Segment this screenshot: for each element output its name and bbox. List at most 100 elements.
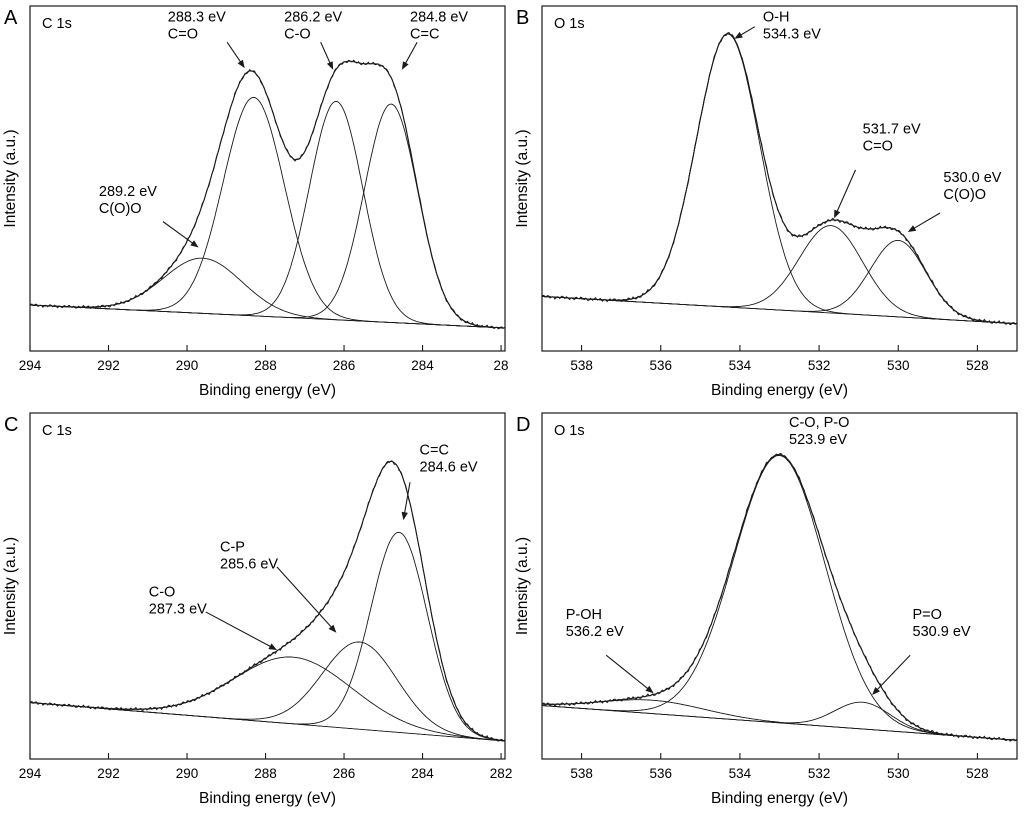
x-tick-label: 534 <box>729 358 752 373</box>
panel-letter: A <box>4 7 18 29</box>
component-curve-p-o <box>541 701 1018 741</box>
x-axis-label: Binding energy (eV) <box>199 382 336 399</box>
x-tick-label: 536 <box>649 766 672 781</box>
fit-envelope-curve <box>30 460 506 742</box>
peak-annotation: C-O 287.3 eV <box>149 584 207 617</box>
x-axis-label: Binding energy (eV) <box>711 382 848 399</box>
annotation-arrow-line <box>835 169 857 214</box>
x-tick-label: 286 <box>333 358 356 373</box>
component-curve-c-o-o <box>542 239 1018 325</box>
spectrum-type-label: O 1s <box>554 423 585 439</box>
x-tick-label: 28 <box>494 358 509 373</box>
spectrum-type-label: C 1s <box>42 16 72 32</box>
peak-annotation: 530.0 eV C(O)O <box>943 170 1001 203</box>
x-tick-label: 288 <box>254 766 277 781</box>
annotation-arrow-line <box>205 611 273 649</box>
x-tick-label: 288 <box>254 358 277 373</box>
component-curve-c-o-o <box>29 257 505 329</box>
x-tick-label: 292 <box>97 358 120 373</box>
spectrum-type-label: O 1s <box>554 16 585 32</box>
peak-annotation: O-H 534.3 eV <box>763 10 821 43</box>
annotation-arrow-head <box>328 624 337 633</box>
peak-annotation: 531.7 eV C=O <box>863 122 921 155</box>
x-tick-label: 536 <box>649 358 672 373</box>
peak-annotation: 284.8 eV C=C <box>410 10 468 43</box>
y-axis-label: Intensity (a.u.) <box>2 537 19 635</box>
x-tick-label: 284 <box>411 358 434 373</box>
annotation-arrow-line <box>403 482 411 516</box>
peak-annotation: P-OH 536.2 eV <box>566 607 624 640</box>
annotation-arrow-head <box>401 511 408 521</box>
annotation-arrow-head <box>326 61 334 70</box>
x-tick-label: 294 <box>19 358 42 373</box>
x-axis-label: Binding energy (eV) <box>199 790 336 807</box>
x-tick-label: 532 <box>808 766 831 781</box>
x-tick-label: 538 <box>570 358 593 373</box>
peak-annotation: C-P 285.6 eV <box>220 539 278 572</box>
peak-annotation: C=C 284.6 eV <box>420 443 478 476</box>
panel-letter: D <box>516 414 530 436</box>
panel-letter: B <box>516 7 529 29</box>
plot-frame <box>541 412 1018 760</box>
x-axis-label: Binding energy (eV) <box>711 790 848 807</box>
annotation-arrow-line <box>738 26 756 37</box>
annotation-arrow-line <box>605 654 651 691</box>
annotation-arrow-line <box>320 42 332 66</box>
panel-letter: C <box>4 414 18 436</box>
peak-annotation: 288.3 eV C=O <box>168 10 226 43</box>
xps-panel-c: 294 292 290 288 286 284 282 Binding energy (eV)… <box>2 412 512 807</box>
annotation-arrow-head <box>834 209 841 219</box>
annotation-arrow-line <box>875 654 911 692</box>
annotation-arrow-head <box>401 61 409 70</box>
annotation-arrow-line <box>911 212 941 230</box>
plot-frame <box>541 5 1018 352</box>
annotation-arrow-head <box>734 31 743 39</box>
annotation-arrow-head <box>907 225 917 232</box>
x-tick-label: 530 <box>887 358 910 373</box>
raw-spectrum-curve <box>29 460 506 742</box>
fit-envelope-curve <box>542 454 1018 741</box>
x-tick-label: 290 <box>176 358 199 373</box>
spectrum-type-label: C 1s <box>42 423 72 439</box>
annotation-arrow-line <box>276 566 334 630</box>
annotation-arrow-line <box>162 221 195 246</box>
annotation-arrow-head <box>190 240 199 248</box>
plot-frame <box>29 5 506 352</box>
component-curve-c-o <box>30 656 505 742</box>
x-tick-label: 538 <box>570 766 593 781</box>
raw-spectrum-curve <box>29 59 506 330</box>
raw-spectrum-curve <box>541 32 1018 326</box>
peak-annotation: 289.2 eV C(O)O <box>99 184 157 217</box>
x-tick-label: 286 <box>333 766 356 781</box>
x-tick-label: 292 <box>97 766 120 781</box>
annotation-arrow-line <box>226 41 243 65</box>
x-tick-label: 528 <box>966 358 989 373</box>
peak-annotation: P=O 530.9 eV <box>913 607 971 640</box>
y-axis-label: Intensity (a.u.) <box>2 129 19 227</box>
annotation-arrow-line <box>403 41 418 66</box>
annotation-arrow-head <box>237 59 245 69</box>
plot-frame <box>29 412 506 760</box>
annotation-arrow-head <box>268 643 277 650</box>
x-tick-label: 290 <box>176 766 199 781</box>
annotation-arrow-head <box>645 685 654 694</box>
component-curve-c-o-p-o <box>541 455 1018 741</box>
x-tick-label: 294 <box>19 766 42 781</box>
peak-annotation: C-O, P-O 523.9 eV <box>789 415 849 448</box>
xps-panel-d: 538 536 534 532 530 528 Binding energy (eV) Int… <box>514 412 1018 807</box>
x-tick-label: 284 <box>411 766 434 781</box>
x-tick-label: 530 <box>887 766 910 781</box>
y-axis-label: Intensity (a.u.) <box>514 129 531 227</box>
peak-annotation: 286.2 eV C-O <box>284 10 342 43</box>
annotation-arrow-head <box>872 687 880 695</box>
x-tick-label: 282 <box>490 766 512 781</box>
x-tick-label: 528 <box>966 766 989 781</box>
raw-spectrum-curve <box>541 452 1018 742</box>
component-curve-c-o <box>542 225 1018 325</box>
xps-panel-b: 538 536 534 532 530 528 Binding energy (eV) Int… <box>514 5 1018 399</box>
x-tick-label: 534 <box>729 766 752 781</box>
x-tick-label: 532 <box>808 358 831 373</box>
y-axis-label: Intensity (a.u.) <box>514 537 531 635</box>
xps-panel-a: 294 292 290 288 286 284 28 Binding energy (eV) I… <box>2 5 509 399</box>
